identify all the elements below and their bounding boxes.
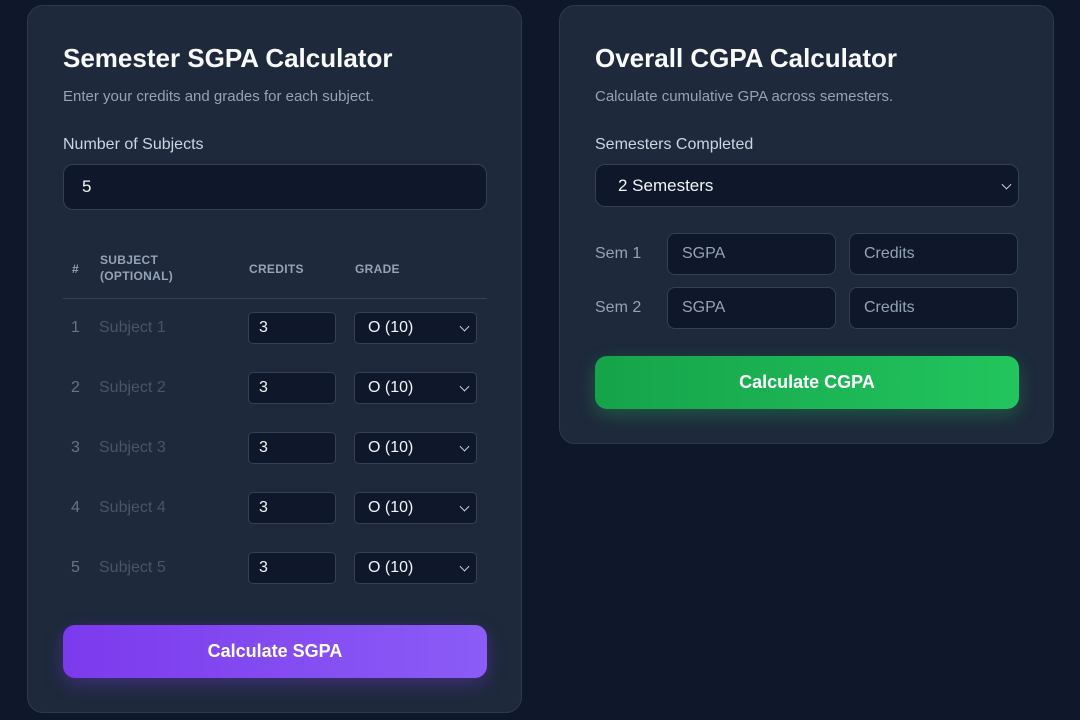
cgpa-subtitle: Calculate cumulative GPA across semester… xyxy=(595,88,894,105)
sgpa-subtitle: Enter your credits and grades for each s… xyxy=(63,88,375,105)
sgpa-input[interactable]: SGPA xyxy=(667,233,836,275)
sgpa-calculator-card: Semester SGPA Calculator Enter your cred… xyxy=(27,5,522,713)
row-number: 3 xyxy=(71,439,80,456)
grade-select[interactable]: O (10) xyxy=(354,552,477,584)
chevron-down-icon xyxy=(459,561,470,572)
credits-input[interactable]: 3 xyxy=(248,312,336,344)
semester-label: Sem 2 xyxy=(595,299,642,316)
row-number: 4 xyxy=(71,499,80,516)
grade-value: O (10) xyxy=(368,559,414,576)
credits-input[interactable]: Credits xyxy=(849,233,1018,275)
semesters-completed-select[interactable]: 2 Semesters xyxy=(595,164,1019,207)
credits-input[interactable]: 3 xyxy=(248,552,336,584)
calculate-cgpa-button[interactable]: Calculate CGPA xyxy=(595,356,1019,409)
row-number: 5 xyxy=(71,559,80,576)
grade-select[interactable]: O (10) xyxy=(354,432,477,464)
chevron-down-icon xyxy=(1001,179,1012,190)
row-number: 2 xyxy=(71,379,80,396)
semesters-value: 2 Semesters xyxy=(618,175,714,195)
subject-row: 1 Subject 1 3 O (10) xyxy=(63,312,487,344)
chevron-down-icon xyxy=(459,381,470,392)
subject-name-input[interactable]: Subject 2 xyxy=(99,379,166,396)
cgpa-calculator-card: Overall CGPA Calculator Calculate cumula… xyxy=(559,5,1054,444)
grade-value: O (10) xyxy=(368,439,414,456)
grade-select[interactable]: O (10) xyxy=(354,312,477,344)
subject-name-input[interactable]: Subject 5 xyxy=(99,559,166,576)
chevron-down-icon xyxy=(459,501,470,512)
credits-input[interactable]: 3 xyxy=(248,432,336,464)
subject-row: 5 Subject 5 3 O (10) xyxy=(63,552,487,584)
grade-value: O (10) xyxy=(368,499,414,516)
grade-value: O (10) xyxy=(368,319,414,336)
credits-input[interactable]: 3 xyxy=(248,492,336,524)
subject-row: 4 Subject 4 3 O (10) xyxy=(63,492,487,524)
header-divider xyxy=(63,298,487,299)
sgpa-input[interactable]: SGPA xyxy=(667,287,836,329)
calculate-sgpa-button[interactable]: Calculate SGPA xyxy=(63,625,487,678)
semesters-completed-label: Semesters Completed xyxy=(595,136,754,153)
subject-name-input[interactable]: Subject 1 xyxy=(99,319,166,336)
credits-input[interactable]: 3 xyxy=(248,372,336,404)
chevron-down-icon xyxy=(459,441,470,452)
subject-name-input[interactable]: Subject 3 xyxy=(99,439,166,456)
semester-label: Sem 1 xyxy=(595,245,642,262)
subject-row: 2 Subject 2 3 O (10) xyxy=(63,372,487,404)
header-grade: GRADE xyxy=(355,262,400,276)
chevron-down-icon xyxy=(459,321,470,332)
grade-select[interactable]: O (10) xyxy=(354,492,477,524)
header-subject: SUBJECT (OPTIONAL) xyxy=(100,253,173,283)
header-num: # xyxy=(72,262,79,276)
credits-input[interactable]: Credits xyxy=(849,287,1018,329)
sgpa-title: Semester SGPA Calculator xyxy=(63,43,393,73)
grade-select[interactable]: O (10) xyxy=(354,372,477,404)
row-number: 1 xyxy=(71,319,80,336)
grade-value: O (10) xyxy=(368,379,414,396)
number-of-subjects-input[interactable]: 5 xyxy=(63,164,487,210)
cgpa-title: Overall CGPA Calculator xyxy=(595,43,897,73)
header-credits: CREDITS xyxy=(249,262,304,276)
number-of-subjects-label: Number of Subjects xyxy=(63,136,204,153)
subject-name-input[interactable]: Subject 4 xyxy=(99,499,166,516)
subject-row: 3 Subject 3 3 O (10) xyxy=(63,432,487,464)
